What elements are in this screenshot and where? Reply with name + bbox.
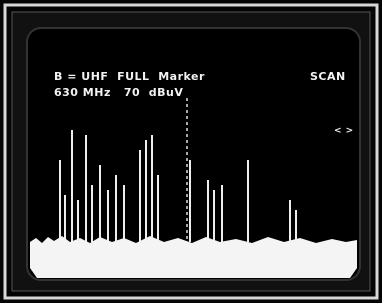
status-right: SCAN xyxy=(310,70,346,83)
page: B = UHF FULL Marker SCAN 630 MHz 70 dBuV… xyxy=(0,0,382,303)
status-left: B = UHF FULL Marker xyxy=(54,70,205,83)
frequency-readout: 630 MHz 70 dBuV xyxy=(54,86,183,99)
cursor-indicator: < > xyxy=(334,126,354,136)
monitor-photo: B = UHF FULL Marker SCAN 630 MHz 70 dBuV… xyxy=(0,0,382,303)
